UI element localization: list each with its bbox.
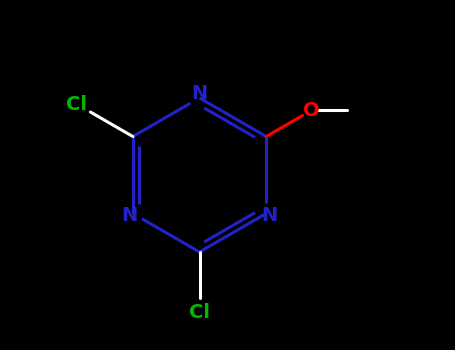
Text: N: N bbox=[262, 206, 278, 225]
Text: N: N bbox=[192, 84, 207, 103]
Text: Cl: Cl bbox=[66, 94, 87, 114]
Text: O: O bbox=[303, 101, 320, 120]
Text: N: N bbox=[121, 206, 137, 225]
Text: Cl: Cl bbox=[189, 303, 210, 322]
